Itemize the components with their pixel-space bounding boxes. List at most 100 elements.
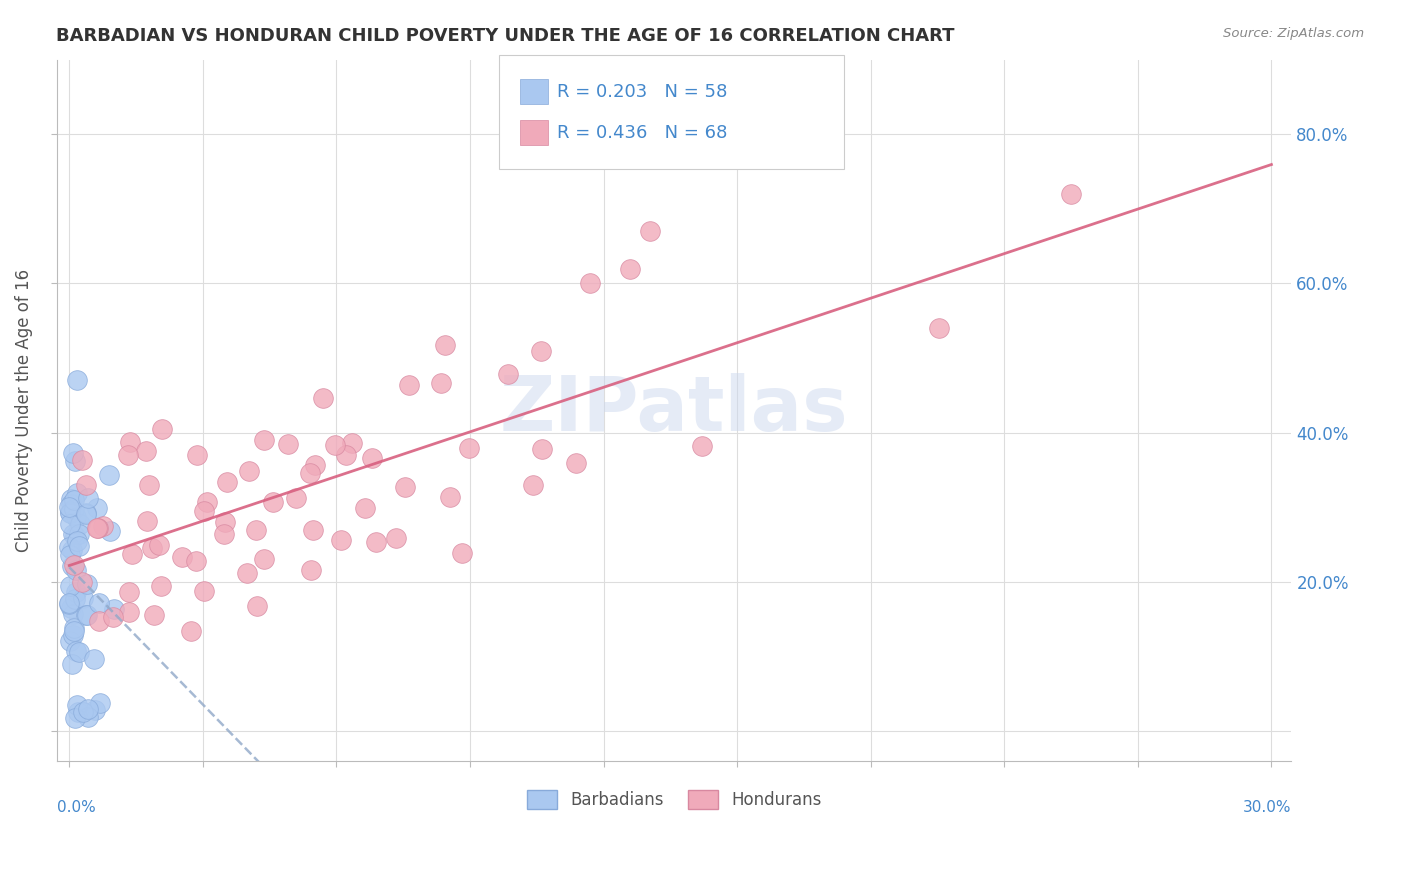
Point <box>117 448 139 462</box>
Point <box>77 710 100 724</box>
Point <box>75 508 97 522</box>
Point <box>66 374 89 388</box>
Point <box>67 539 90 553</box>
Point <box>86 501 108 516</box>
Point <box>138 478 160 492</box>
Point <box>66 485 89 500</box>
Point <box>69 516 91 531</box>
Point <box>58 505 80 519</box>
Point <box>75 507 97 521</box>
Point <box>60 657 83 672</box>
Point <box>77 702 100 716</box>
Point <box>450 546 472 560</box>
Point <box>1060 186 1083 201</box>
Point <box>429 376 451 390</box>
Point <box>121 547 143 561</box>
Point <box>212 527 235 541</box>
Point <box>342 436 364 450</box>
Point <box>66 705 89 719</box>
Point <box>193 504 215 518</box>
Point <box>60 559 83 574</box>
Point <box>58 597 80 611</box>
Point <box>135 514 157 528</box>
Point <box>66 698 89 712</box>
Point <box>67 527 90 541</box>
Point <box>180 624 202 638</box>
Point <box>62 492 84 507</box>
Point <box>354 500 377 515</box>
Point <box>72 591 94 606</box>
Point <box>284 491 307 505</box>
Point <box>245 523 267 537</box>
Point <box>498 367 520 381</box>
Point <box>184 554 207 568</box>
Text: BARBADIAN VS HONDURAN CHILD POVERTY UNDER THE AGE OF 16 CORRELATION CHART: BARBADIAN VS HONDURAN CHILD POVERTY UNDE… <box>56 27 955 45</box>
Point <box>236 566 259 580</box>
Point <box>457 442 479 456</box>
Point <box>238 464 260 478</box>
Point <box>565 456 588 470</box>
Point <box>70 453 93 467</box>
Point <box>439 490 461 504</box>
Point <box>63 711 86 725</box>
Point <box>62 558 84 572</box>
Point <box>385 531 408 545</box>
Point <box>65 563 87 577</box>
Point <box>83 652 105 666</box>
Point <box>579 277 602 291</box>
Point <box>84 703 107 717</box>
Point <box>91 518 114 533</box>
Point <box>262 495 284 509</box>
Point <box>304 458 326 472</box>
Point <box>330 533 353 547</box>
Point <box>65 644 87 658</box>
Point <box>72 574 94 589</box>
Point <box>58 596 80 610</box>
Point <box>640 224 662 238</box>
Point <box>302 524 325 538</box>
Point <box>86 521 108 535</box>
Point <box>59 601 82 615</box>
Point <box>75 478 97 492</box>
Point <box>59 491 82 506</box>
Point <box>366 534 388 549</box>
Point <box>170 549 193 564</box>
Text: R = 0.436   N = 68: R = 0.436 N = 68 <box>557 124 727 142</box>
Legend: Barbadians, Hondurans: Barbadians, Hondurans <box>520 783 828 816</box>
Point <box>103 602 125 616</box>
Point <box>65 454 87 468</box>
Point <box>214 515 236 529</box>
Point <box>433 338 456 352</box>
Point <box>89 615 111 629</box>
Point <box>323 438 346 452</box>
Point <box>299 563 322 577</box>
Point <box>89 696 111 710</box>
Point <box>398 378 420 392</box>
Point <box>928 321 950 335</box>
Text: R = 0.203   N = 58: R = 0.203 N = 58 <box>557 83 727 101</box>
Point <box>62 621 84 635</box>
Point <box>246 599 269 614</box>
Point <box>529 343 551 358</box>
Point <box>141 541 163 555</box>
Point <box>360 450 382 465</box>
Point <box>62 607 84 621</box>
Point <box>252 433 274 447</box>
Point <box>118 584 141 599</box>
Point <box>149 578 172 592</box>
Point <box>143 607 166 622</box>
Point <box>118 435 141 450</box>
Point <box>335 448 357 462</box>
Point <box>692 439 714 453</box>
Point <box>89 597 111 611</box>
Point <box>59 579 82 593</box>
Point <box>76 491 98 505</box>
Text: 0.0%: 0.0% <box>58 799 96 814</box>
Point <box>215 475 238 489</box>
Point <box>63 591 86 606</box>
Point <box>67 644 90 658</box>
Point <box>135 443 157 458</box>
Point <box>59 497 82 511</box>
Point <box>277 437 299 451</box>
Point <box>63 624 86 639</box>
